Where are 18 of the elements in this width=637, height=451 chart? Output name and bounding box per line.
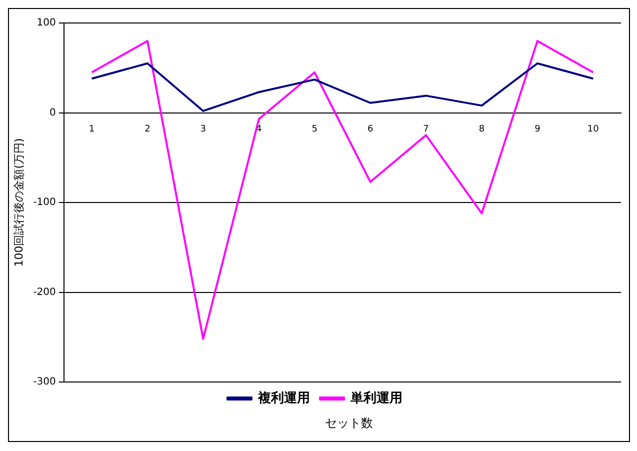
- legend-label: 複利運用: [257, 390, 310, 406]
- x-tick-label: 6: [367, 124, 374, 134]
- y-tick-label: -300: [33, 376, 56, 388]
- legend-label: 単利運用: [350, 390, 402, 406]
- x-tick-label: 9: [534, 124, 541, 134]
- x-tick-label: 8: [478, 124, 485, 134]
- y-tick-label: -200: [33, 286, 56, 298]
- x-tick-label: 2: [144, 124, 150, 134]
- x-axis-title: セット数: [324, 415, 374, 432]
- x-tick-label: 1: [88, 124, 95, 134]
- x-tick-label: 10: [587, 124, 600, 134]
- x-tick-label: 7: [423, 124, 429, 134]
- y-axis-title: 100回試行後の金額(万円): [12, 138, 26, 267]
- x-tick-label: 5: [312, 124, 318, 134]
- x-tick-label: 3: [200, 124, 206, 134]
- y-tick-label: -100: [33, 197, 56, 208]
- y-tick-label: 0: [50, 107, 56, 118]
- y-tick-label: 100: [36, 18, 56, 29]
